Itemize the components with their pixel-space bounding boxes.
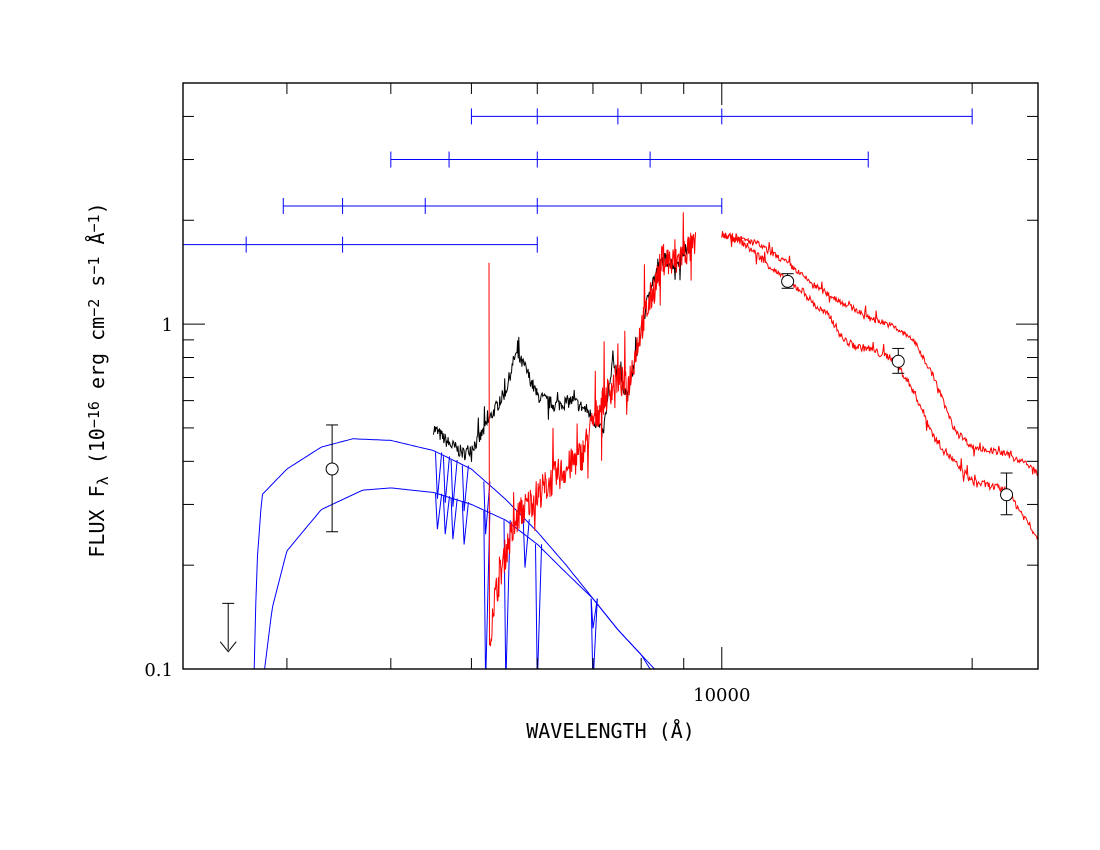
data-point-0	[325, 462, 339, 476]
y-label-exp4: −1	[85, 214, 103, 232]
y-tick-label-0: 1	[162, 315, 173, 336]
data-point-1	[781, 274, 795, 288]
data-point-3	[1000, 488, 1014, 502]
data-point-2	[891, 354, 905, 368]
upper-limit-arrow	[219, 641, 237, 653]
y-label-mid3: s	[85, 275, 109, 299]
axis-ticks: 10000 1 0.1	[144, 82, 1038, 706]
photometry-points	[219, 273, 1014, 653]
y-label-suffix: )	[85, 202, 109, 214]
series-line-2	[432, 241, 693, 462]
series-line-3	[488, 212, 697, 647]
series-line-0	[253, 438, 655, 669]
plot-frame	[182, 82, 1039, 670]
series-line-4	[721, 231, 1038, 540]
y-label-exp2: −2	[85, 299, 103, 317]
series-line-1	[264, 487, 651, 669]
y-label-mid: (10	[85, 428, 109, 476]
series-line-5	[721, 232, 1038, 476]
filter-bars	[183, 108, 973, 253]
y-tick-label-1: 0.1	[144, 660, 173, 681]
series-layer	[253, 212, 1038, 669]
y-axis-label: FLUX Fλ (10−16 erg cm−2 s−1 Å−1)	[85, 202, 112, 557]
x-axis-label: WAVELENGTH (Å)	[526, 719, 695, 743]
y-label-mid2: erg cm	[85, 317, 109, 401]
y-label-exp3: −1	[85, 257, 103, 275]
y-label-exp1: −16	[85, 401, 103, 428]
x-tick-label-0: 10000	[693, 685, 750, 706]
y-label-prefix: FLUX F	[85, 485, 109, 557]
y-label-sub: λ	[94, 476, 112, 485]
y-label-mid4: Å	[85, 232, 109, 256]
